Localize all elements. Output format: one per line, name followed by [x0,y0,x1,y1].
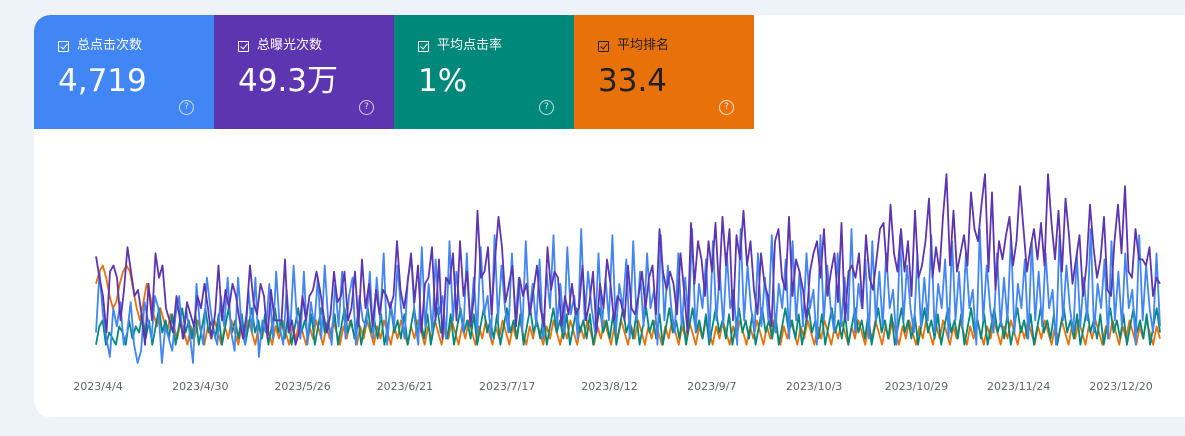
metric-tile-impressions[interactable]: 总曝光次数 49.3万 ? [214,15,394,129]
performance-line-chart[interactable]: 2023/4/4 2023/4/30 2023/5/26 2023/6/21 2023/… [34,15,1185,417]
x-tick-label: 2023/8/12 [581,380,637,393]
metric-label: 平均点击率 [437,38,503,53]
x-tick-label: 2023/10/3 [786,380,842,393]
chart-series-group [95,173,1161,364]
help-icon[interactable]: ? [719,100,734,115]
metric-tile-ctr[interactable]: 平均点击率 1% ? [394,15,574,129]
performance-card: 总点击次数 4,719 ? 总曝光次数 49.3万 ? 平均点击率 1% ? 平… [34,15,1185,417]
x-tick-label: 2023/6/21 [377,380,433,393]
help-icon[interactable]: ? [539,100,554,115]
metric-value: 4,719 [58,63,147,99]
x-axis-ticks: 2023/4/4 2023/4/30 2023/5/26 2023/6/21 2023/… [73,380,1152,393]
checkbox-checked-icon[interactable] [598,40,609,52]
metric-label: 总点击次数 [77,38,143,53]
x-tick-label: 2023/10/29 [885,380,948,393]
metric-tile-position[interactable]: 平均排名 33.4 ? [574,15,754,129]
x-tick-label: 2023/4/4 [73,380,122,393]
checkbox-checked-icon[interactable] [58,40,69,52]
x-tick-label: 2023/7/17 [479,380,535,393]
x-tick-label: 2023/11/24 [987,380,1050,393]
metric-value: 49.3万 [238,63,339,99]
metric-tile-clicks[interactable]: 总点击次数 4,719 ? [34,15,214,129]
metric-label: 总曝光次数 [257,38,323,53]
series-line-0 [95,173,1161,346]
metric-label: 平均排名 [617,38,670,53]
help-icon[interactable]: ? [359,100,374,115]
x-tick-label: 2023/9/7 [687,380,736,393]
checkbox-checked-icon[interactable] [238,40,249,52]
x-tick-label: 2023/5/26 [274,380,330,393]
metric-value: 1% [418,63,468,99]
metric-tiles: 总点击次数 4,719 ? 总曝光次数 49.3万 ? 平均点击率 1% ? 平… [34,15,754,129]
help-icon[interactable]: ? [179,100,194,115]
checkbox-checked-icon[interactable] [418,40,429,52]
series-line-1 [95,228,1161,364]
x-tick-label: 2023/4/30 [172,380,228,393]
x-tick-label: 2023/12/20 [1089,380,1152,393]
metric-value: 33.4 [598,63,668,99]
